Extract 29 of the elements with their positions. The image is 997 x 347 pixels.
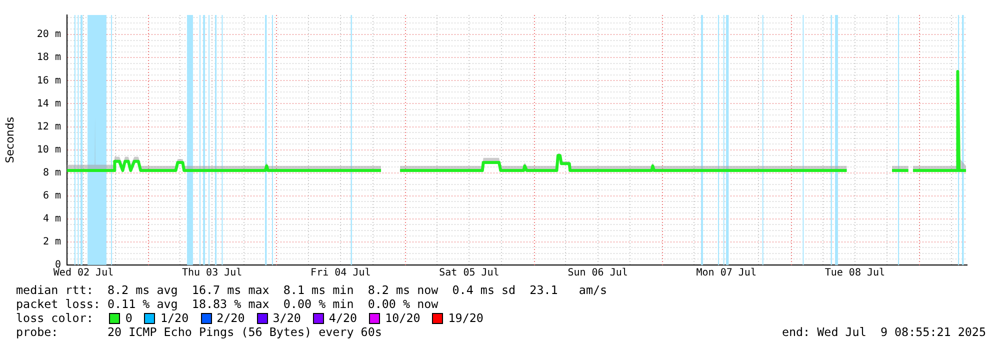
y-tick-label: 12 m <box>36 121 61 132</box>
legend-label: 0 <box>125 311 132 325</box>
y-tick-label: 14 m <box>36 98 61 110</box>
x-tick-label: Mon 07 Jul <box>696 268 756 279</box>
x-tick-label: Sun 06 Jul <box>568 268 628 279</box>
y-tick-label: 18 m <box>36 52 61 64</box>
y-tick-label: 10 m <box>36 144 61 156</box>
legend-label: 10/20 <box>385 311 420 325</box>
y-axis-title: Seconds <box>3 116 16 164</box>
text: probe: 20 ICMP Echo Pings (56 Bytes) every 60s <box>16 325 382 339</box>
legend-label: 3/20 <box>272 311 301 325</box>
y-tick-label: 2 m <box>42 236 61 248</box>
x-tick-label: Thu 03 Jul <box>182 268 242 279</box>
legend-label: 1/20 <box>160 311 189 325</box>
y-tick-label: 4 m <box>42 214 61 225</box>
x-tick-label: Tue 08 Jul <box>824 268 886 279</box>
y-tick-label: 8 m <box>42 167 61 178</box>
x-tick-label: Fri 04 Jul <box>310 268 371 279</box>
text: median rtt: 8.2 ms avg 16.7 ms max 8.1 ms min 8.2 ms now 0.4 ms sd 23.1 am/s <box>16 283 608 297</box>
text: end: Wed Jul 9 08:55:21 2025 <box>782 325 986 339</box>
y-tick-label: 20 m <box>36 29 61 40</box>
legend-title: loss color: <box>16 311 94 325</box>
y-tick-label: 16 m <box>36 75 61 86</box>
y-tick-label: 6 m <box>42 190 61 202</box>
legend-label: 19/20 <box>448 311 484 325</box>
legend-label: 2/20 <box>216 311 245 325</box>
x-tick-label: Sat 05 Jul <box>439 268 500 279</box>
text: packet loss: 0.11 % avg 18.83 % max 0.00 % min 0.00 % now <box>16 297 440 311</box>
legend-label: 4/20 <box>328 311 358 325</box>
